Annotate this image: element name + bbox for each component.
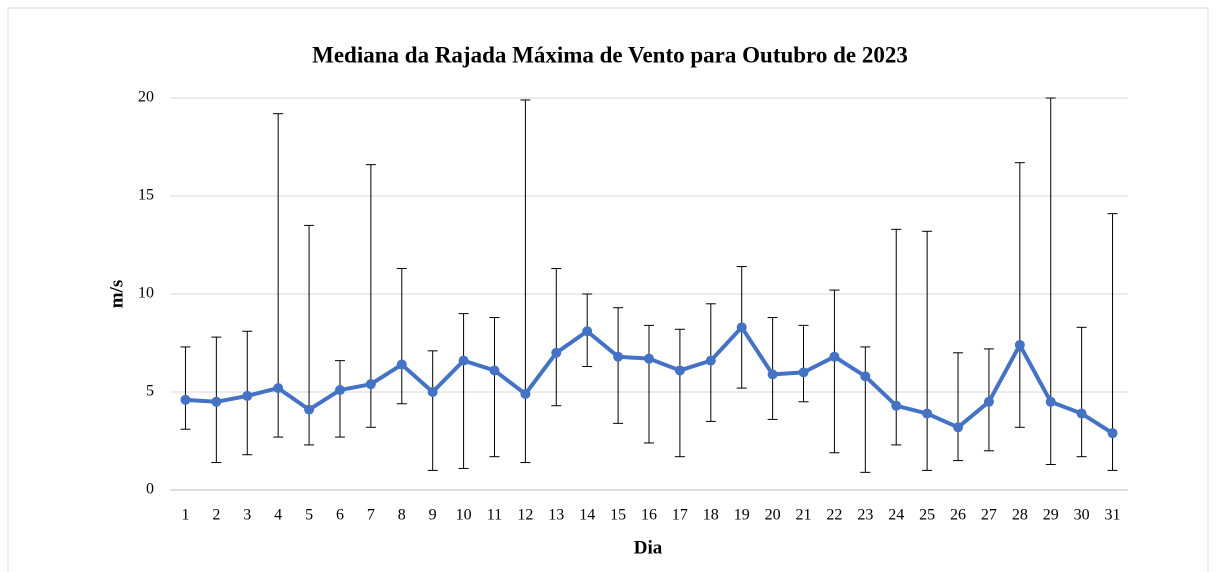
point (365, 379, 376, 390)
x-tick-label: 18 (703, 507, 719, 524)
point (644, 353, 654, 364)
y-axis-label: m/s (106, 280, 127, 309)
x-tick-label: 13 (548, 507, 564, 524)
point (427, 387, 438, 397)
x-axis-label: Dia (634, 537, 663, 558)
x-tick-label: 5 (305, 507, 313, 524)
x-tick-label: 20 (765, 507, 781, 524)
x-tick-label: 15 (610, 507, 626, 524)
x-tick-label: 30 (1074, 507, 1090, 524)
x-tick-label: 26 (950, 507, 966, 524)
point (1107, 428, 1118, 439)
x-tick-label: 25 (919, 507, 935, 524)
point (829, 351, 840, 362)
y-tick-label: 10 (138, 285, 154, 302)
point (1076, 408, 1087, 419)
x-tick-label: 8 (398, 507, 406, 524)
point (458, 355, 469, 366)
x-tick-label: 31 (1105, 507, 1121, 524)
x-tick-label: 28 (1012, 507, 1028, 524)
x-tick-label: 22 (826, 507, 842, 524)
x-tick-label: 11 (487, 507, 502, 524)
y-tick-label: 15 (138, 187, 154, 204)
chart-title: Mediana da Rajada Máxima de Vento para O… (312, 42, 908, 67)
x-tick-label: 23 (857, 507, 873, 524)
point (767, 369, 778, 380)
point (674, 365, 685, 376)
point (489, 365, 500, 376)
point (304, 404, 315, 415)
x-tick-label: 1 (181, 507, 189, 524)
point (983, 396, 994, 407)
x-tick-label: 10 (456, 507, 472, 524)
point (273, 383, 284, 394)
point (520, 388, 531, 399)
point (334, 385, 345, 396)
point (891, 400, 902, 411)
x-tick-label: 24 (888, 507, 904, 524)
point (953, 422, 964, 433)
point (922, 408, 933, 419)
x-tick-label: 12 (517, 507, 533, 524)
x-tick-label: 27 (981, 507, 997, 524)
point (180, 394, 191, 405)
x-tick-label: 7 (367, 507, 375, 524)
point (798, 367, 809, 378)
x-tick-label: 6 (336, 507, 344, 524)
x-tick-label: 29 (1043, 507, 1059, 524)
point (211, 396, 222, 407)
point (396, 359, 407, 370)
y-tick-label: 20 (138, 89, 154, 106)
x-tick-label: 21 (796, 507, 812, 524)
x-tick-label: 4 (274, 507, 282, 524)
point (736, 322, 747, 333)
point (1045, 396, 1056, 407)
x-tick-label: 16 (641, 507, 657, 524)
point (551, 347, 562, 358)
x-tick-label: 17 (672, 507, 688, 524)
point (1014, 339, 1025, 350)
x-tick-label: 14 (579, 507, 595, 524)
y-tick-label: 5 (146, 383, 154, 400)
x-tick-label: 2 (212, 507, 220, 524)
x-tick-label: 9 (429, 507, 437, 524)
point (582, 326, 593, 337)
chart-frame (7, 7, 1209, 572)
x-tick-label: 3 (243, 507, 251, 524)
point (613, 351, 624, 362)
point (860, 371, 871, 382)
point (705, 355, 716, 366)
x-tick-label: 19 (734, 507, 750, 524)
point (242, 390, 253, 401)
y-tick-label: 0 (146, 481, 154, 498)
